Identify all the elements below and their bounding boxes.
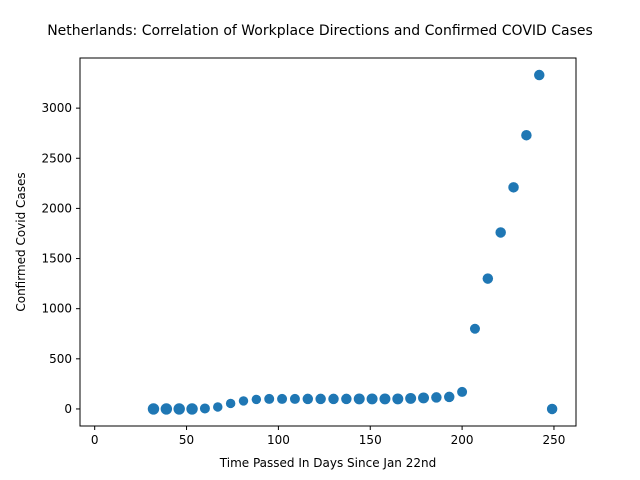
data-point: [534, 69, 545, 81]
x-tick-label: 50: [179, 433, 194, 447]
x-tick-label: 150: [359, 433, 382, 447]
data-point: [147, 403, 160, 415]
data-point: [482, 273, 494, 284]
y-tick-label: 2000: [41, 201, 72, 215]
y-tick-label: 2500: [41, 151, 72, 165]
x-tick-label: 250: [543, 433, 566, 447]
data-point: [277, 393, 288, 404]
y-tick-label: 1500: [41, 252, 72, 266]
data-point: [160, 403, 173, 415]
data-point: [392, 393, 404, 405]
y-axis: 0 500 1000 1500 2000 2500 3000: [41, 101, 80, 416]
data-point: [418, 392, 430, 404]
x-axis: 0 50 100 150 200 250: [91, 426, 566, 447]
data-point: [264, 393, 275, 404]
data-point: [508, 182, 519, 193]
data-point: [238, 396, 249, 406]
data-point: [251, 394, 262, 405]
data-point: [521, 129, 532, 141]
data-point: [341, 393, 352, 405]
data-point: [315, 393, 326, 405]
data-point: [405, 392, 417, 404]
data-point: [328, 393, 339, 405]
data-point: [302, 393, 314, 405]
data-point: [199, 403, 210, 414]
data-point: [457, 386, 468, 397]
chart-title: Netherlands: Correlation of Workplace Di…: [47, 23, 593, 39]
data-point: [289, 393, 300, 404]
data-point: [431, 392, 442, 403]
data-point: [173, 403, 185, 415]
data-points: [147, 69, 558, 415]
data-point: [469, 323, 480, 334]
data-point: [213, 402, 223, 412]
data-point: [495, 227, 506, 238]
data-point: [379, 393, 391, 405]
y-tick-label: 1000: [41, 302, 72, 316]
x-tick-label: 100: [267, 433, 290, 447]
x-tick-label: 200: [451, 433, 474, 447]
data-point: [353, 393, 365, 405]
x-axis-title: Time Passed In Days Since Jan 22nd: [219, 456, 436, 470]
data-point: [546, 403, 558, 415]
y-tick-label: 0: [64, 402, 72, 416]
data-point: [225, 398, 236, 409]
y-axis-title: Confirmed Covid Cases: [14, 172, 28, 311]
data-point: [444, 391, 455, 403]
y-tick-label: 3000: [41, 101, 72, 115]
plot-frame: [79, 57, 577, 427]
data-point: [186, 403, 198, 415]
y-tick-label: 500: [49, 352, 72, 366]
x-tick-label: 0: [91, 433, 99, 447]
data-point: [366, 393, 378, 405]
